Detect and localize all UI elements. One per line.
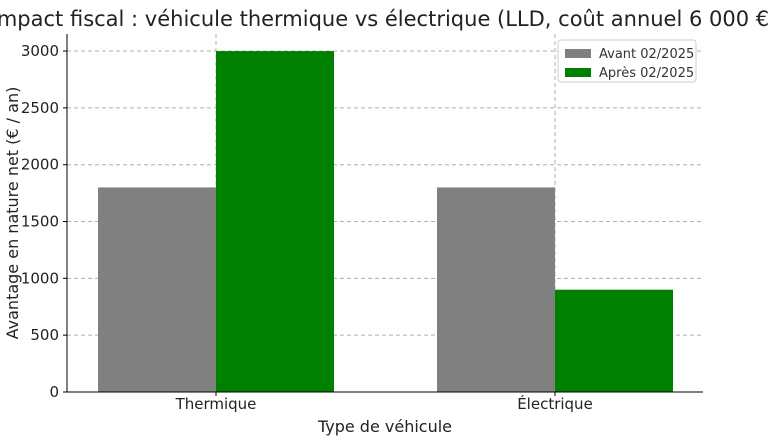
legend-label-apres: Après 02/2025: [599, 66, 694, 81]
bar-apres-0: [216, 51, 334, 393]
bar-apres-1: [555, 289, 673, 392]
y-tick-label-1000: 1000: [21, 269, 59, 287]
axes: 0 500 1000 1500 2000 2500 3000 Thermique Électri…: [21, 34, 703, 413]
chart-title: Impact fiscal : véhicule thermique vs él…: [0, 7, 768, 31]
y-tick-label-0: 0: [49, 383, 59, 401]
y-axis-label: Avantage en nature net (€ / an): [3, 87, 22, 340]
y-tick-label-1500: 1500: [21, 213, 59, 231]
legend-label-avant: Avant 02/2025: [599, 47, 694, 62]
legend-swatch-avant: [565, 49, 591, 58]
bar-avant-1: [437, 187, 555, 392]
legend-box: [557, 39, 697, 83]
y-tick-label-3000: 3000: [21, 42, 59, 60]
legend: Avant 02/2025 Après 02/2025: [557, 39, 697, 83]
y-tick-label-2500: 2500: [21, 99, 59, 117]
legend-swatch-apres: [565, 68, 591, 77]
y-tick-label-500: 500: [30, 326, 59, 344]
bars: [98, 51, 673, 393]
y-tick-label-2000: 2000: [21, 156, 59, 174]
x-axis-label: Type de véhicule: [317, 417, 452, 436]
x-tick-label-0: Thermique: [175, 395, 257, 413]
x-tick-label-1: Électrique: [517, 394, 593, 413]
bar-avant-0: [98, 187, 216, 392]
